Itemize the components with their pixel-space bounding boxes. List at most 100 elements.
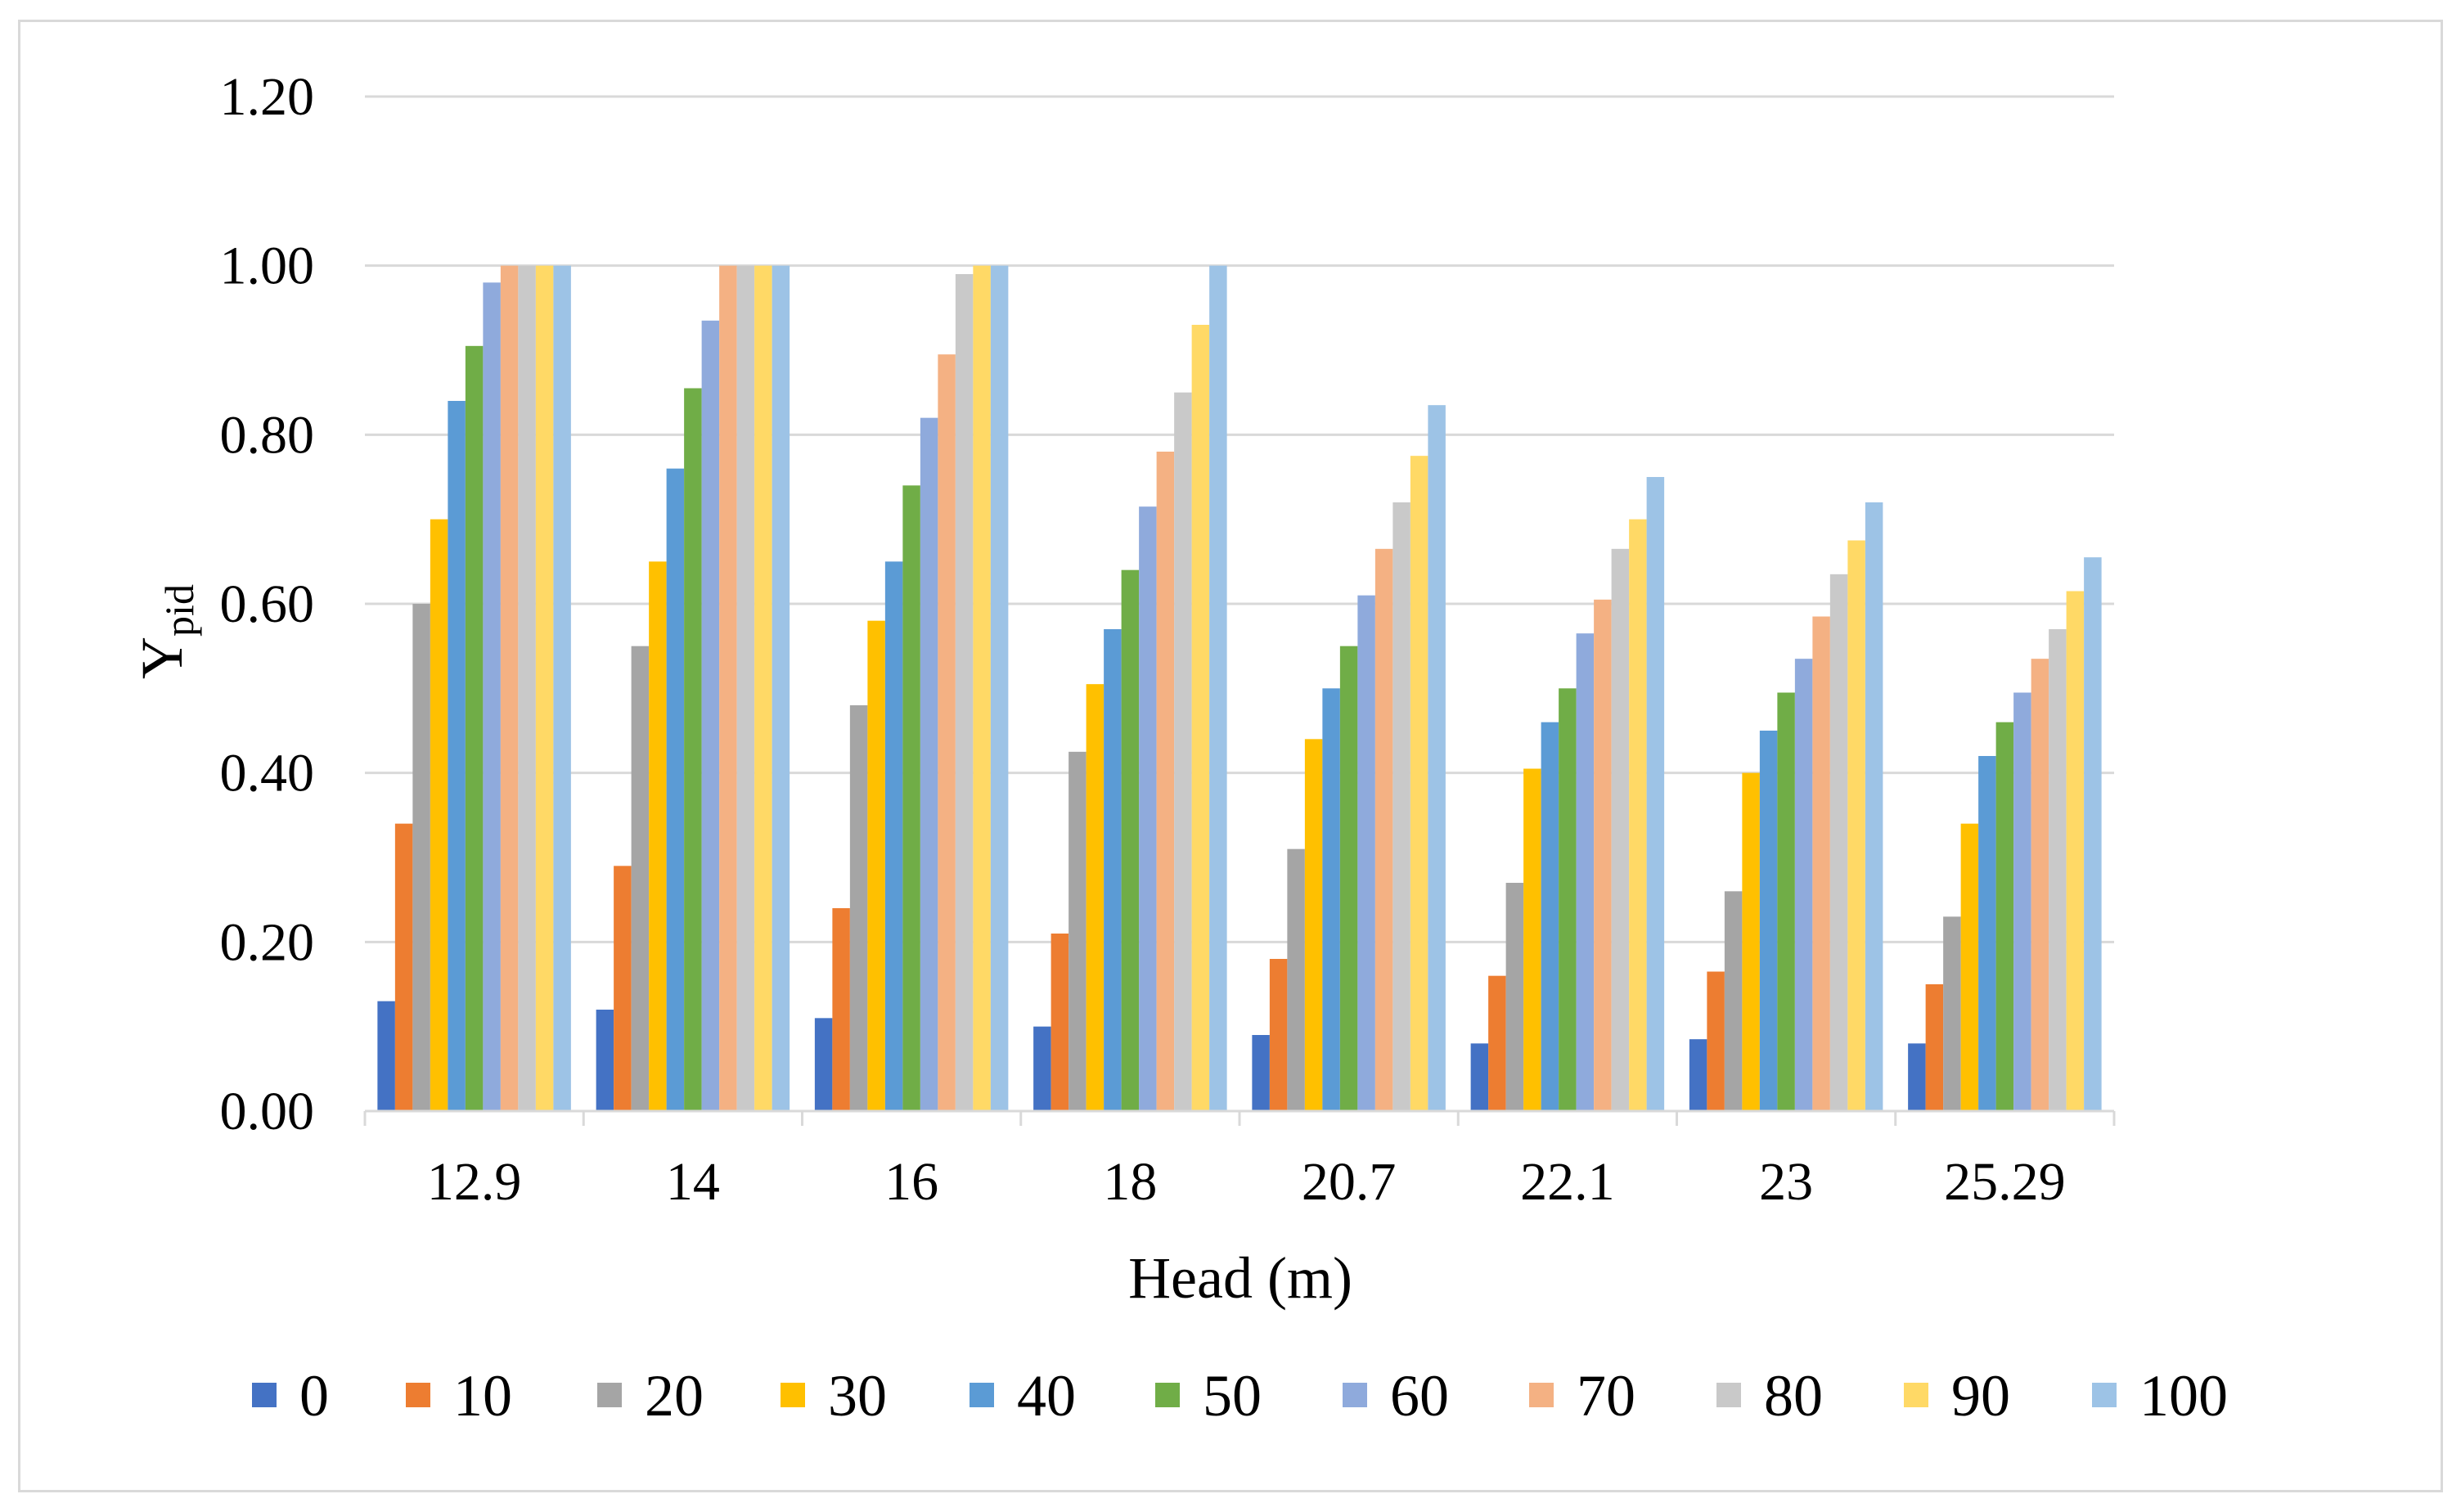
legend-label: 30: [828, 1363, 887, 1429]
legend-swatch: [781, 1383, 805, 1407]
legend-label: 100: [2139, 1363, 2228, 1429]
y-tick-labels: 0.00 0.20 0.40 0.60 0.80 1.00 1.20: [220, 67, 315, 1141]
bar-group-14: [596, 265, 790, 1112]
legend-label: 80: [1764, 1363, 1823, 1429]
bar-12.9-series-40: [448, 401, 466, 1111]
bar-22.1-series-90: [1629, 519, 1647, 1111]
bar-16-series-30: [867, 620, 885, 1111]
bar-16-series-80: [955, 274, 974, 1111]
legend-swatch: [1716, 1383, 1741, 1407]
bar-20.7-series-20: [1287, 848, 1305, 1111]
legend-item-60: 60: [1343, 1363, 1449, 1429]
bar-23-series-70: [1812, 616, 1830, 1111]
bar-20.7-series-60: [1357, 595, 1375, 1111]
legend-swatch: [970, 1383, 994, 1407]
bar-20.7-series-10: [1269, 959, 1288, 1111]
legend-item-40: 40: [970, 1363, 1076, 1429]
legend-swatch: [597, 1383, 622, 1407]
bar-23-series-40: [1759, 731, 1778, 1111]
bars: [377, 265, 2102, 1112]
bar-12.9-series-60: [483, 282, 501, 1111]
x-axis: [363, 1109, 2116, 1126]
bar-18-series-90: [1191, 325, 1210, 1111]
bar-16-series-10: [832, 908, 850, 1111]
bar-16-series-0: [814, 1018, 833, 1111]
bar-23-series-30: [1742, 772, 1760, 1111]
bar-14-series-50: [684, 388, 702, 1111]
x-tick-label: 23: [1759, 1152, 1813, 1212]
bar-18-series-60: [1139, 506, 1157, 1111]
bar-25.29-series-20: [1943, 916, 1961, 1111]
bar-18-series-70: [1156, 452, 1175, 1111]
bar-16-series-20: [849, 705, 868, 1111]
legend-swatch: [1529, 1383, 1554, 1407]
bar-25.29-series-30: [1960, 823, 1979, 1111]
bar-14-series-30: [649, 561, 667, 1111]
svg-text:Ypid: Ypid: [129, 584, 202, 679]
y-axis-title-subscript: pid: [156, 584, 202, 637]
bar-25.29-series-0: [1908, 1043, 1926, 1111]
bar-12.9-series-80: [518, 265, 536, 1112]
bar-25.29-series-70: [2031, 659, 2049, 1111]
legend-label: 20: [645, 1363, 704, 1429]
bar-14-series-0: [596, 1010, 614, 1111]
legend-item-10: 10: [406, 1363, 512, 1429]
bar-14-series-70: [719, 265, 737, 1112]
bar-22.1-series-50: [1559, 688, 1577, 1111]
bar-14-series-80: [736, 265, 755, 1112]
bar-16-series-90: [973, 265, 991, 1112]
bar-16-series-60: [920, 417, 938, 1112]
bar-12.9-series-100: [553, 265, 571, 1112]
legend-swatch: [1904, 1383, 1928, 1407]
x-tick-labels: 12.9 14 16 18 20.7 22.1 23 25.29: [427, 1152, 2066, 1212]
bar-12.9-series-30: [430, 519, 448, 1111]
y-tick-label: 1.00: [220, 236, 315, 296]
bar-20.7-series-70: [1374, 548, 1393, 1111]
bar-25.29-series-60: [2013, 692, 2031, 1111]
x-tick-label: 25.29: [1944, 1152, 2066, 1212]
x-tick-label: 22.1: [1520, 1152, 1615, 1212]
legend-swatch: [2092, 1383, 2117, 1407]
bar-14-series-100: [772, 265, 790, 1112]
legend-label: 0: [299, 1363, 329, 1429]
bar-group-20.7: [1252, 405, 1446, 1112]
bar-25.29-series-40: [1978, 756, 1996, 1111]
x-tick-label: 12.9: [427, 1152, 522, 1212]
bar-16-series-50: [902, 485, 920, 1111]
bar-25.29-series-90: [2066, 591, 2085, 1111]
legend-item-0: 0: [252, 1363, 329, 1429]
bar-20.7-series-80: [1392, 502, 1410, 1111]
bar-22.1-series-0: [1470, 1043, 1489, 1111]
x-axis-title: Head (m): [1128, 1245, 1352, 1311]
bar-group-23: [1689, 502, 1883, 1111]
bar-23-series-0: [1689, 1039, 1707, 1111]
legend-item-20: 20: [597, 1363, 704, 1429]
bar-20.7-series-90: [1410, 456, 1428, 1111]
bar-23-series-90: [1847, 540, 1865, 1111]
legend-swatch: [1155, 1383, 1180, 1407]
bar-12.9-series-70: [500, 265, 519, 1112]
legend-item-90: 90: [1904, 1363, 2010, 1429]
bar-22.1-series-80: [1611, 548, 1630, 1111]
bar-23-series-80: [1829, 574, 1848, 1111]
bar-18-series-80: [1174, 392, 1192, 1112]
bar-25.29-series-80: [2049, 629, 2067, 1111]
bar-16-series-40: [884, 561, 903, 1111]
bar-22.1-series-40: [1541, 722, 1559, 1111]
bar-25.29-series-10: [1925, 984, 1944, 1111]
bar-18-series-0: [1033, 1026, 1051, 1111]
x-tick-label: 16: [884, 1152, 938, 1212]
bar-group-25.29: [1908, 557, 2102, 1111]
y-tick-label: 0.60: [220, 574, 315, 634]
legend-label: 10: [453, 1363, 512, 1429]
bar-18-series-100: [1209, 265, 1227, 1112]
legend-label: 40: [1017, 1363, 1076, 1429]
bar-16-series-70: [938, 354, 956, 1112]
legend-item-50: 50: [1155, 1363, 1262, 1429]
y-tick-label: 0.00: [220, 1082, 315, 1141]
x-tick-label: 14: [666, 1152, 720, 1212]
bar-22.1-series-100: [1646, 477, 1665, 1111]
bar-16-series-100: [990, 265, 1009, 1112]
bar-12.9-series-20: [412, 604, 430, 1111]
